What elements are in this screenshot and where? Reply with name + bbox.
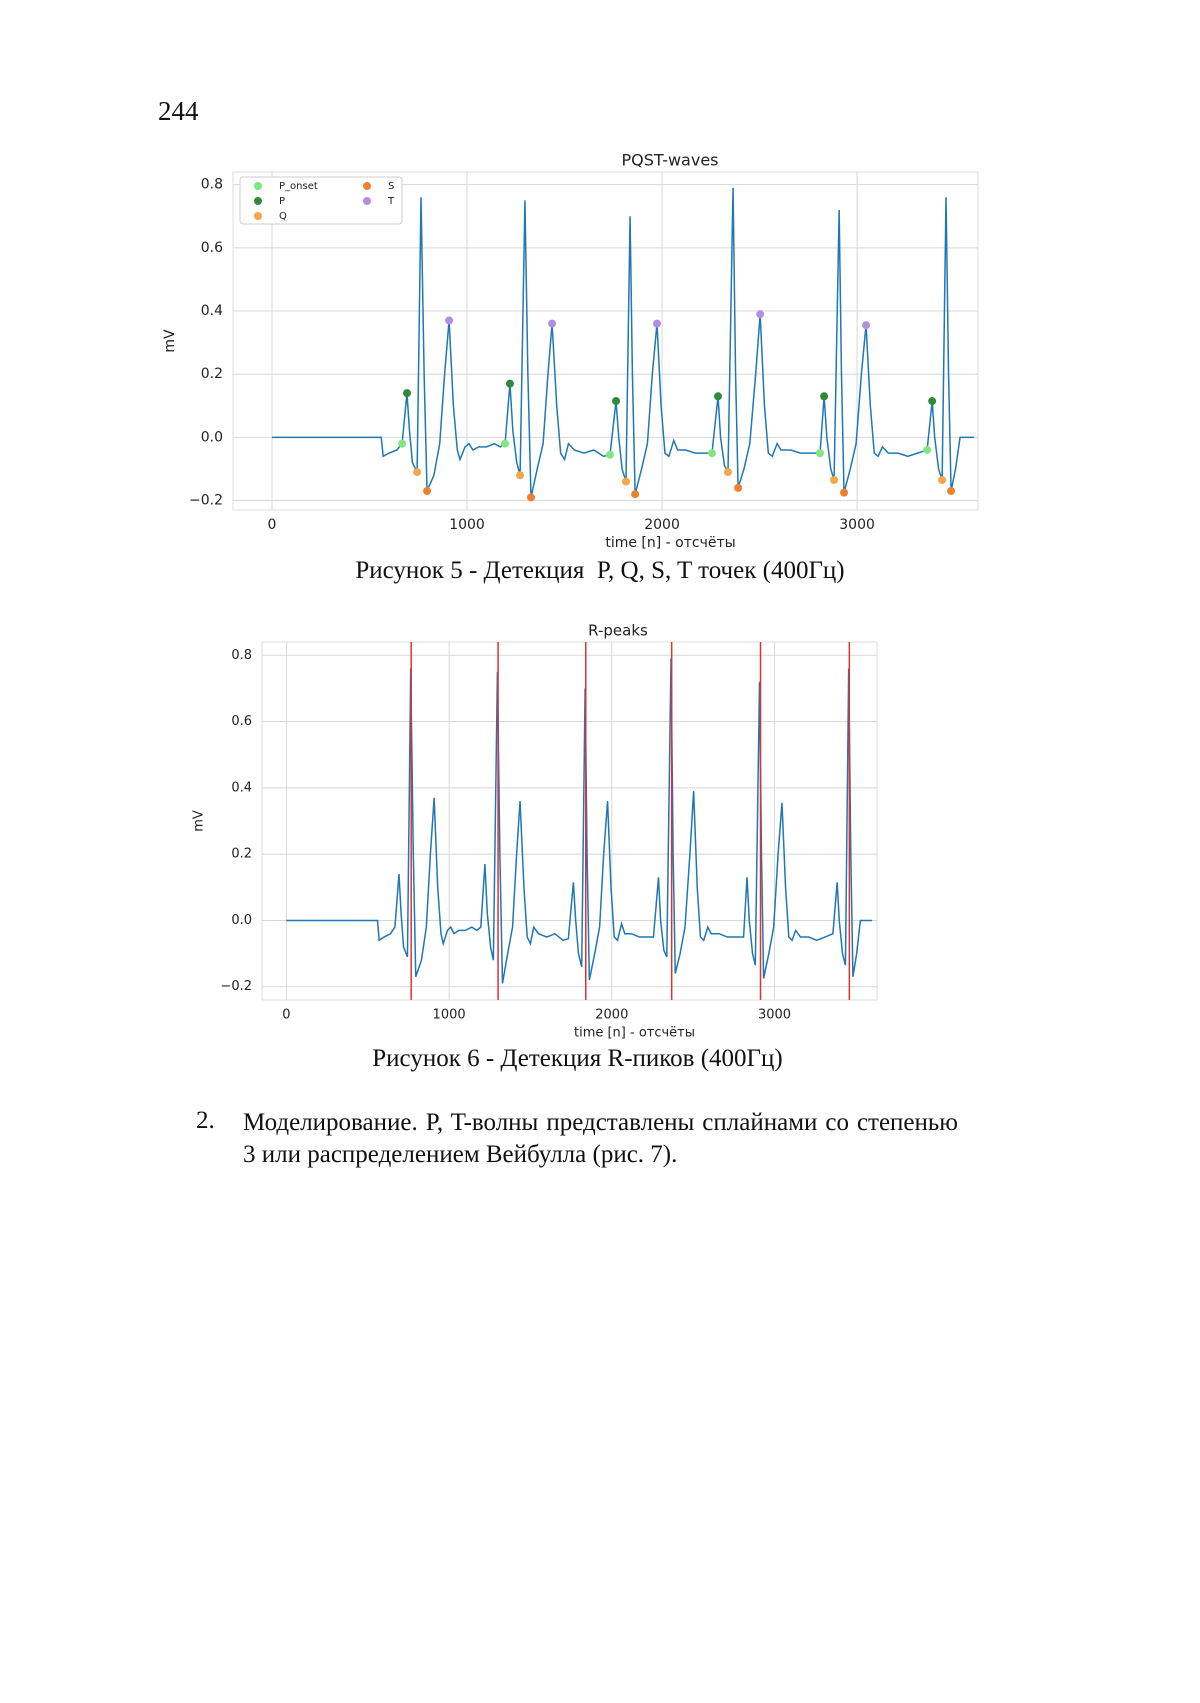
point-marker	[723, 468, 732, 477]
legend-label: S	[388, 181, 394, 192]
point-marker	[928, 397, 937, 406]
point-marker	[820, 392, 829, 401]
point-marker	[756, 310, 765, 319]
point-marker	[707, 449, 716, 458]
legend-label: Q	[279, 211, 287, 222]
charts: 0 1000 2000 3000 −0.2 0.0 0.2 0.4 0.6 0.8 PQST-wav…	[162, 151, 979, 1041]
point-marker	[605, 450, 614, 459]
x-tick-label: 3000	[758, 1008, 791, 1023]
legend-marker	[363, 197, 371, 205]
chart-title: R-peaks	[588, 622, 648, 640]
point-marker	[734, 483, 743, 492]
point-marker	[862, 321, 871, 330]
caption: Рисунок 5 - Детекция P, Q, S, T точек (4…	[355, 557, 845, 584]
page-number: 244	[158, 96, 199, 126]
x-tick-label: 2000	[644, 517, 680, 533]
legend-label: P	[279, 196, 285, 207]
point-marker	[413, 468, 422, 477]
y-tick-label: 0.8	[201, 177, 223, 193]
list-number: 2.	[196, 1107, 215, 1134]
x-tick-label: 1000	[433, 1008, 466, 1023]
point-marker	[527, 493, 535, 502]
y-axis-label: mV	[192, 810, 207, 832]
point-marker	[505, 379, 514, 388]
legend-marker	[363, 182, 371, 190]
point-marker	[830, 475, 839, 484]
point-marker	[398, 439, 407, 448]
x-tick-label: 3000	[839, 517, 875, 533]
y-tick-label: 0.4	[201, 303, 223, 319]
point-marker	[548, 319, 557, 328]
point-marker	[501, 439, 510, 448]
x-axis-label: time [n] - отсчёты	[605, 535, 735, 551]
y-tick-label: 0.0	[231, 913, 252, 928]
legend-marker	[254, 212, 262, 220]
legend-marker	[254, 197, 262, 205]
legend-box	[239, 176, 403, 225]
point-marker	[621, 477, 630, 486]
paragraph: Моделирование. P, T-волны представлены с…	[243, 1109, 958, 1168]
y-tick-label: −0.2	[220, 979, 252, 994]
signal-line	[272, 187, 975, 498]
caption: Рисунок 6 - Детекция R-пиков (400Гц)	[372, 1045, 783, 1072]
x-tick-label: 0	[282, 1008, 290, 1023]
legend-marker	[254, 182, 262, 190]
point-marker	[612, 397, 621, 406]
y-tick-label: 0.2	[201, 366, 223, 382]
plot-area	[232, 171, 979, 511]
x-axis-label: time [n] - отсчёты	[574, 1026, 695, 1041]
point-marker	[947, 487, 956, 496]
chart-title: PQST-waves	[621, 151, 718, 170]
point-marker	[816, 449, 825, 458]
point-marker	[938, 475, 947, 484]
x-tick-label: 2000	[595, 1008, 628, 1023]
legend-label: P_onset	[279, 181, 318, 192]
y-tick-label: 0.6	[201, 240, 223, 256]
y-tick-label: 0.0	[201, 429, 223, 445]
x-tick-label: 0	[268, 517, 277, 533]
signal-line	[286, 658, 873, 984]
y-tick-label: 0.8	[231, 648, 252, 663]
point-marker	[445, 316, 454, 325]
y-tick-label: −0.2	[189, 493, 223, 509]
x-tick-label: 1000	[449, 517, 485, 533]
y-tick-label: 0.4	[231, 780, 252, 795]
y-tick-label: 0.6	[231, 714, 252, 729]
legend-label: T	[387, 196, 395, 207]
y-tick-label: 0.2	[231, 847, 252, 862]
point-marker	[714, 392, 723, 401]
point-marker	[652, 319, 661, 328]
point-marker	[516, 471, 525, 480]
plot-area	[261, 641, 878, 1001]
point-marker	[923, 445, 932, 454]
point-marker	[423, 487, 432, 496]
point-marker	[840, 488, 849, 497]
y-axis-label: mV	[162, 329, 178, 353]
point-marker	[631, 490, 640, 499]
point-marker	[402, 389, 411, 398]
